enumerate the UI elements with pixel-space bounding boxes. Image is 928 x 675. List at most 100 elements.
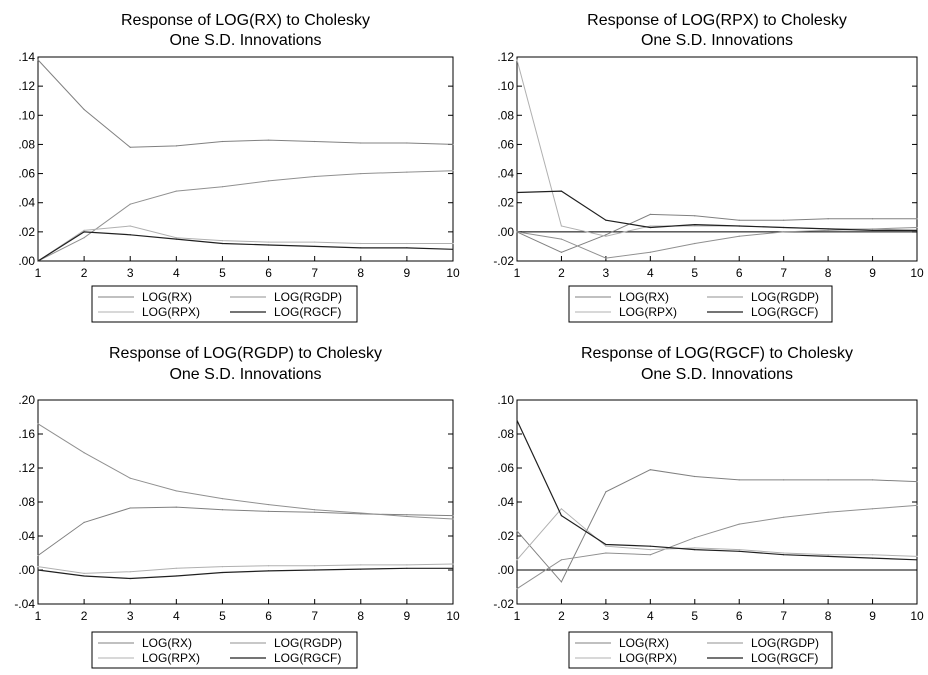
data-point xyxy=(452,563,454,565)
data-point xyxy=(175,145,177,147)
x-tick-label: 5 xyxy=(219,609,226,623)
data-point xyxy=(516,559,518,561)
data-point xyxy=(83,237,85,239)
x-tick-label: 5 xyxy=(691,266,698,280)
data-point xyxy=(605,235,607,237)
data-point xyxy=(314,511,316,513)
y-tick-label: .10 xyxy=(497,393,514,407)
x-tick-label: 9 xyxy=(869,266,876,280)
legend-label: LOG(RGCF) xyxy=(274,651,341,665)
data-point xyxy=(605,545,607,547)
data-point xyxy=(175,190,177,192)
y-tick-label: .04 xyxy=(18,196,35,210)
data-point xyxy=(649,251,651,253)
data-point xyxy=(827,218,829,220)
series-line-LOG(RPX) xyxy=(516,59,918,237)
chart-subtitle: One S.D. Innovations xyxy=(641,366,793,383)
data-point xyxy=(129,225,131,227)
data-point xyxy=(129,203,131,205)
data-point xyxy=(649,225,651,227)
y-tick-label: .12 xyxy=(18,461,35,475)
data-point xyxy=(694,225,696,227)
legend: LOG(RX) LOG(RGDP) LOG(RPX) LOG(RGCF) xyxy=(91,631,358,669)
data-point xyxy=(560,581,563,583)
data-point xyxy=(605,234,607,236)
data-point xyxy=(360,512,362,514)
data-point xyxy=(871,557,874,559)
x-tick-label: 10 xyxy=(910,609,924,623)
chart-subtitle: One S.D. Innovations xyxy=(641,32,793,49)
data-point xyxy=(129,577,131,580)
data-point xyxy=(871,508,874,510)
data-point xyxy=(267,139,270,141)
series-line-LOG(RGCF) xyxy=(516,420,918,561)
y-tick-label: .00 xyxy=(18,254,35,268)
data-point xyxy=(738,523,740,525)
data-point xyxy=(827,229,829,231)
x-tick-label: 2 xyxy=(81,609,88,623)
x-tick-label: 7 xyxy=(780,609,787,623)
data-point xyxy=(605,543,607,546)
data-point xyxy=(37,554,39,557)
data-point xyxy=(129,234,131,236)
data-point xyxy=(694,549,696,551)
data-point xyxy=(175,575,177,577)
x-tick-label: 6 xyxy=(265,609,272,623)
chart-title: Response of LOG(RGCF) to Cholesky xyxy=(581,345,853,362)
data-point xyxy=(649,469,651,471)
data-point xyxy=(783,552,785,554)
data-point xyxy=(783,554,785,556)
y-tick-label: .04 xyxy=(497,495,514,509)
legend-label: LOG(RX) xyxy=(619,636,669,650)
series-line-LOG(RX) xyxy=(516,469,918,583)
y-tick-label: .10 xyxy=(497,79,514,93)
data-point xyxy=(406,242,408,245)
data-point xyxy=(916,229,918,231)
y-tick-label: .02 xyxy=(18,225,35,239)
data-point xyxy=(221,571,224,574)
data-point xyxy=(129,146,131,148)
data-point xyxy=(516,231,518,233)
series-line-LOG(RPX) xyxy=(37,225,453,262)
data-point xyxy=(516,419,518,421)
legend-label: LOG(RPX) xyxy=(142,651,200,665)
data-point xyxy=(360,513,362,515)
data-point xyxy=(406,514,408,516)
y-tick-label: .04 xyxy=(18,529,35,543)
data-point xyxy=(516,191,518,194)
x-tick-label: 6 xyxy=(265,266,272,280)
x-tick-label: 8 xyxy=(825,609,832,623)
legend-label: LOG(RX) xyxy=(142,636,192,650)
y-tick-label: .12 xyxy=(497,50,514,64)
legend-label: LOG(RGDP) xyxy=(274,636,342,650)
data-point xyxy=(827,479,829,481)
data-point xyxy=(827,511,829,513)
data-point xyxy=(175,237,177,239)
y-tick-label: -.02 xyxy=(493,597,514,611)
y-tick-label: .08 xyxy=(18,495,35,509)
x-tick-label: 9 xyxy=(404,266,411,280)
data-point xyxy=(694,537,696,539)
data-point xyxy=(694,215,696,217)
y-tick-label: .08 xyxy=(497,108,514,122)
data-point xyxy=(560,225,563,227)
data-point xyxy=(783,231,785,233)
legend-label: LOG(RX) xyxy=(619,290,669,304)
data-point xyxy=(314,245,316,248)
legend: LOG(RX) LOG(RGDP) LOG(RPX) LOG(RGCF) xyxy=(568,285,833,323)
x-tick-label: 6 xyxy=(736,609,743,623)
y-tick-label: .16 xyxy=(18,427,35,441)
chart-title: Response of LOG(RGDP) to Cholesky xyxy=(109,345,382,362)
data-point xyxy=(360,568,362,570)
y-tick-label: -.04 xyxy=(14,597,35,611)
data-point xyxy=(267,244,270,246)
data-point xyxy=(314,565,316,567)
chart-subtitle: One S.D. Innovations xyxy=(169,32,321,49)
y-tick-label: .14 xyxy=(18,50,35,64)
y-tick-label: .00 xyxy=(497,225,514,239)
data-point xyxy=(827,554,829,556)
chart-panel-4: Response of LOG(RGCF) to Cholesky One S.D… xyxy=(493,345,924,669)
x-tick-label: 8 xyxy=(357,609,364,623)
